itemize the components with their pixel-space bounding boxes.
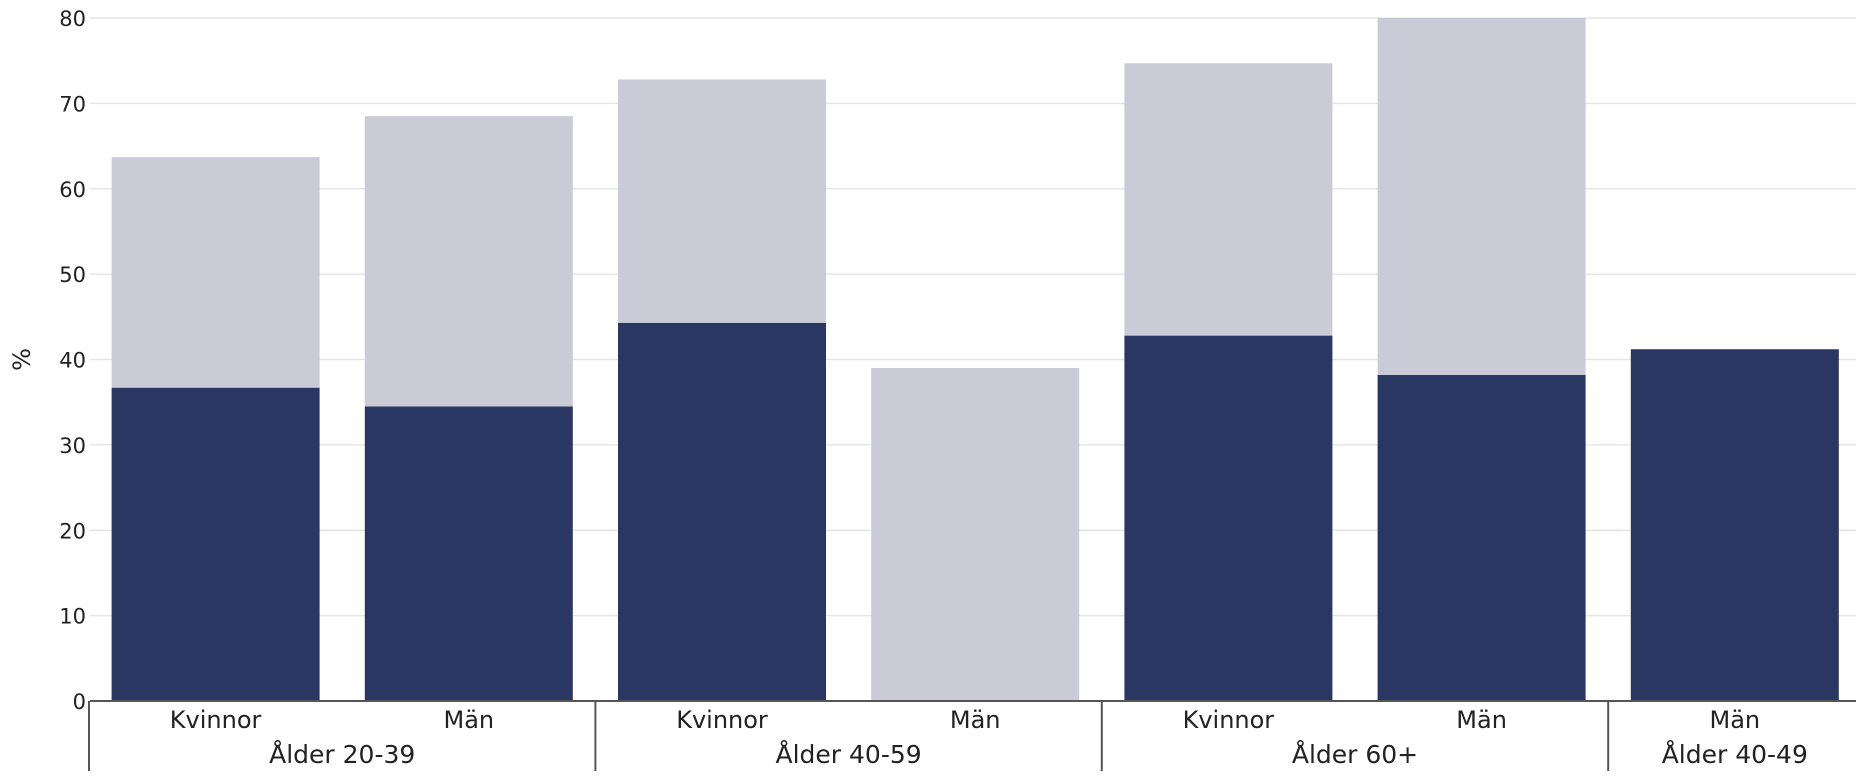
x-group-label: Ålder 40-49 bbox=[1662, 740, 1808, 769]
x-group-label: Ålder 20-39 bbox=[269, 740, 415, 769]
x-category-label: Män bbox=[1456, 706, 1507, 734]
y-tick-label: 30 bbox=[59, 434, 86, 458]
bar-segment bbox=[364, 406, 573, 701]
x-category-label: Kvinnor bbox=[1183, 706, 1275, 734]
y-tick-label: 80 bbox=[59, 7, 86, 31]
bar-segment bbox=[618, 322, 826, 701]
y-tick-label: 70 bbox=[59, 92, 86, 116]
x-category-label: Män bbox=[443, 706, 494, 734]
x-group-label: Ålder 60+ bbox=[1292, 740, 1418, 769]
bar-segment bbox=[1377, 18, 1586, 375]
bar-segment bbox=[1630, 349, 1839, 701]
bar-segment bbox=[364, 116, 573, 407]
y-axis-label: % bbox=[8, 348, 36, 371]
y-tick-label: 60 bbox=[59, 178, 86, 202]
y-tick-label: 40 bbox=[59, 349, 86, 373]
y-tick-label: 20 bbox=[59, 519, 86, 543]
y-tick-label: 10 bbox=[59, 605, 86, 629]
x-category-label: Män bbox=[1709, 706, 1760, 734]
bar-segment bbox=[618, 79, 826, 323]
bar-segment bbox=[111, 387, 320, 701]
y-tick-label: 0 bbox=[73, 690, 86, 714]
bar-segment bbox=[1124, 335, 1333, 701]
x-category-label: Kvinnor bbox=[676, 706, 768, 734]
x-category-label: Kvinnor bbox=[170, 706, 262, 734]
bar-segment bbox=[1124, 63, 1333, 336]
x-category-label: Män bbox=[950, 706, 1001, 734]
x-group-label: Ålder 40-59 bbox=[776, 740, 922, 769]
bar-segment bbox=[111, 157, 320, 388]
bar-segment bbox=[1377, 374, 1586, 701]
y-tick-label: 50 bbox=[59, 263, 86, 287]
bar-segment bbox=[871, 368, 1080, 701]
